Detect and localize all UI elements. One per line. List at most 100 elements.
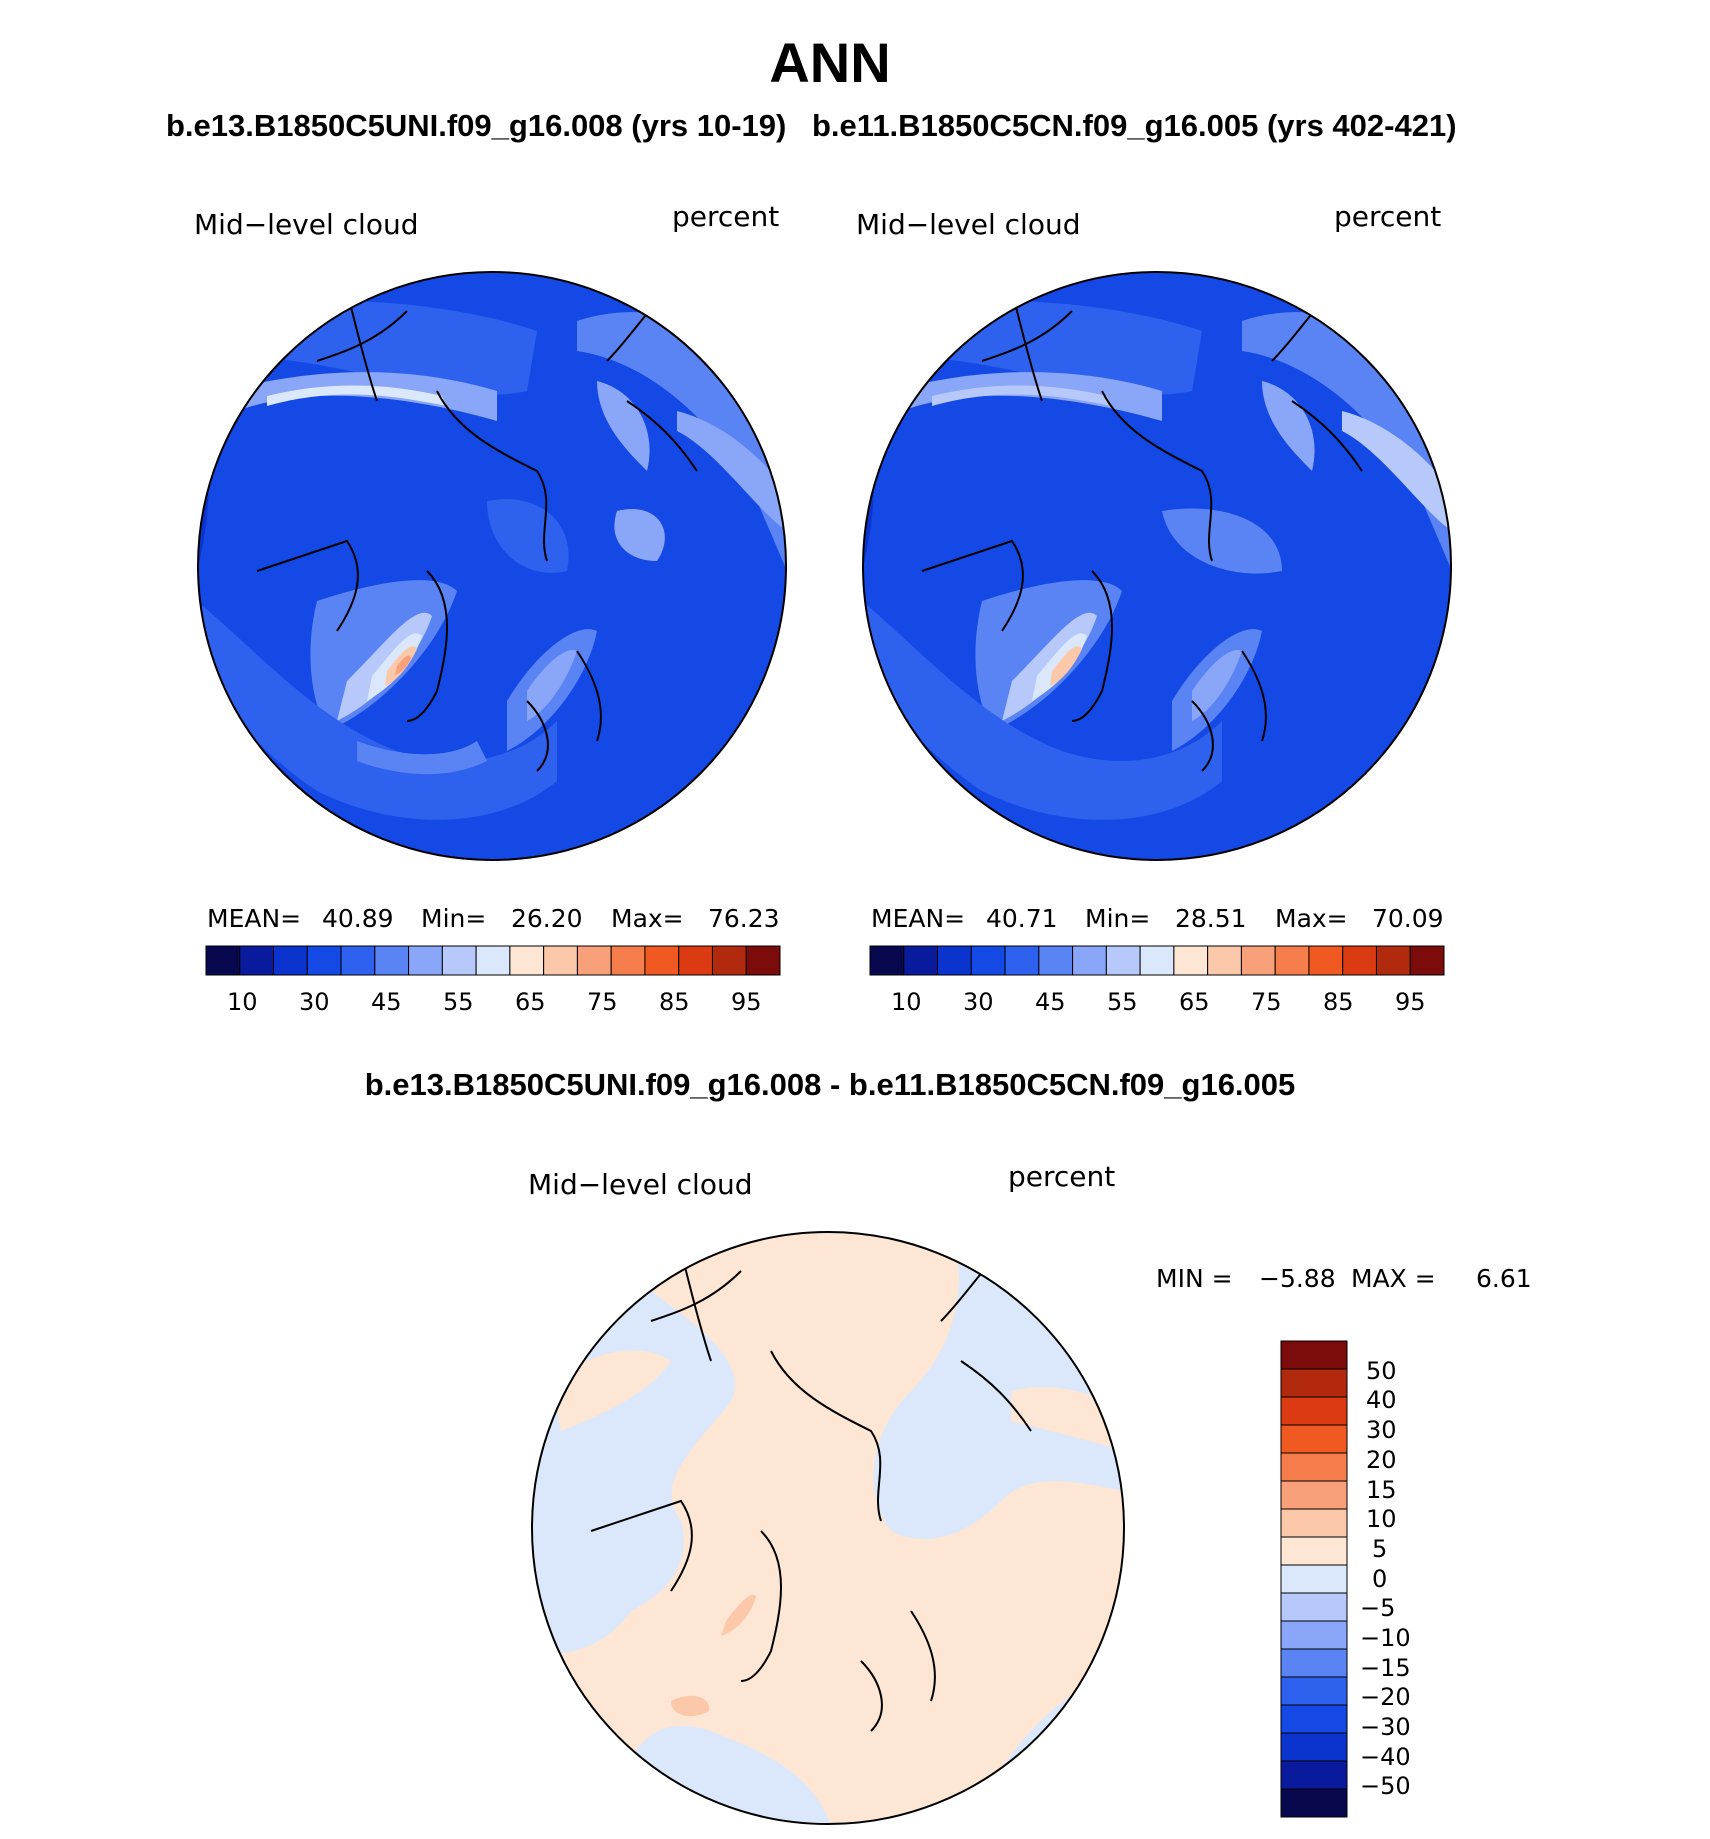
colorbar-cell (576, 945, 612, 976)
colorbar-cell (1342, 945, 1377, 976)
colorbar-cell (441, 945, 477, 976)
colorbar-cell (610, 945, 646, 976)
variable-label-left: Mid−level cloud (194, 208, 419, 241)
colorbar-left (205, 945, 781, 976)
units-label-left: percent (672, 200, 780, 233)
colorbar-cell (543, 945, 578, 976)
mean-label-left: MEAN= (207, 904, 302, 933)
colorbar-cell (1308, 945, 1344, 976)
min-label-right: Min= (1085, 904, 1151, 933)
colorbar-cell (1375, 945, 1411, 976)
colorbar-right-tick: 55 (1107, 988, 1138, 1016)
colorbar-left-tick: 95 (731, 988, 762, 1016)
colorbar-diff-tick: −5 (1360, 1594, 1396, 1622)
colorbar-cell (678, 945, 713, 976)
colorbar-cell (1207, 945, 1242, 976)
variable-label-right: Mid−level cloud (856, 208, 1081, 241)
colorbar-diff-tick: 30 (1366, 1416, 1397, 1444)
colorbar-diff-tick: −40 (1360, 1743, 1411, 1771)
colorbar-right-tick: 65 (1179, 988, 1210, 1016)
colorbar-right-tick: 10 (891, 988, 922, 1016)
polar-map-diff (531, 1231, 1125, 1825)
units-label-diff: percent (1008, 1160, 1116, 1193)
colorbar-cell (1280, 1340, 1348, 1370)
colorbar-cell (1280, 1368, 1348, 1398)
colorbar-cell (1280, 1508, 1348, 1538)
colorbar-left-tick: 75 (587, 988, 618, 1016)
diff-title: b.e13.B1850C5UNI.f09_g16.008 - b.e11.B18… (364, 1067, 1296, 1102)
colorbar-right-tick: 75 (1251, 988, 1282, 1016)
colorbar-cell (1280, 1452, 1348, 1482)
colorbar-cell (1280, 1648, 1348, 1678)
colorbar-left-tick: 10 (227, 988, 258, 1016)
colorbar-cell (1280, 1704, 1348, 1734)
colorbar-cell (869, 945, 905, 976)
max-label-right: Max= (1275, 904, 1348, 933)
colorbar-cell (970, 945, 1006, 976)
colorbar-left-tick: 85 (659, 988, 690, 1016)
colorbar-diff-tick: 20 (1366, 1446, 1397, 1474)
colorbar-cell (1280, 1620, 1348, 1650)
colorbar-cell (1139, 945, 1175, 976)
diff-max-label: MAX = (1351, 1264, 1436, 1293)
colorbar-cell (1280, 1564, 1348, 1594)
colorbar-cell (475, 945, 511, 976)
case-title-right: b.e11.B1850C5CN.f09_g16.005 (yrs 402-421… (812, 108, 1457, 143)
colorbar-cell (509, 945, 545, 976)
colorbar-cell (273, 945, 308, 976)
colorbar-cell (1105, 945, 1141, 976)
colorbar-cell (1240, 945, 1276, 976)
diff-max-value: 6.61 (1476, 1264, 1532, 1293)
diff-min-value: −5.88 (1259, 1264, 1336, 1293)
max-value-left: 76.23 (708, 904, 780, 933)
max-label-left: Max= (611, 904, 684, 933)
colorbar-cell (205, 945, 241, 976)
colorbar-left-tick: 55 (443, 988, 474, 1016)
colorbar-left-tick: 45 (371, 988, 402, 1016)
colorbar-cell (1038, 945, 1074, 976)
colorbar-cell (239, 945, 275, 976)
colorbar-diff-tick: −10 (1360, 1624, 1411, 1652)
colorbar-right-tick: 30 (963, 988, 994, 1016)
units-label-right: percent (1334, 200, 1442, 233)
colorbar-diff-tick: −30 (1360, 1713, 1411, 1741)
min-label-left: Min= (421, 904, 487, 933)
colorbar-cell (1072, 945, 1107, 976)
colorbar-cell (340, 945, 376, 976)
min-value-left: 26.20 (511, 904, 583, 933)
min-value-right: 28.51 (1175, 904, 1247, 933)
colorbar-diff-tick: 10 (1366, 1505, 1397, 1533)
colorbar-cell (374, 945, 410, 976)
variable-label-diff: Mid−level cloud (528, 1168, 753, 1201)
diff-min-label: MIN = (1156, 1264, 1233, 1293)
colorbar-cell (1280, 1732, 1348, 1762)
colorbar-cell (1280, 1760, 1348, 1790)
colorbar-diff-tick: 0 (1372, 1565, 1388, 1593)
colorbar-diff (1280, 1340, 1348, 1818)
colorbar-cell (408, 945, 443, 976)
case-title-left: b.e13.B1850C5UNI.f09_g16.008 (yrs 10-19) (166, 108, 787, 143)
main-title: ANN (769, 31, 891, 94)
colorbar-cell (1004, 945, 1040, 976)
max-value-right: 70.09 (1372, 904, 1444, 933)
colorbar-cell (1280, 1536, 1348, 1566)
colorbar-right (869, 945, 1445, 976)
colorbar-cell (1280, 1480, 1348, 1510)
mean-value-right: 40.71 (986, 904, 1058, 933)
colorbar-right-tick: 85 (1323, 988, 1354, 1016)
colorbar-cell (644, 945, 680, 976)
mean-value-left: 40.89 (322, 904, 394, 933)
colorbar-cell (1274, 945, 1310, 976)
colorbar-right-tick: 95 (1395, 988, 1426, 1016)
colorbar-left-tick: 65 (515, 988, 546, 1016)
polar-map-right (862, 271, 1452, 861)
mean-label-right: MEAN= (871, 904, 966, 933)
colorbar-diff-tick: 5 (1372, 1535, 1388, 1563)
colorbar-diff-tick: 40 (1366, 1386, 1397, 1414)
colorbar-cell (306, 945, 342, 976)
colorbar-cell (1280, 1592, 1348, 1622)
colorbar-cell (711, 945, 747, 976)
colorbar-right-tick: 45 (1035, 988, 1066, 1016)
polar-map-left (197, 271, 787, 861)
colorbar-cell (903, 945, 939, 976)
